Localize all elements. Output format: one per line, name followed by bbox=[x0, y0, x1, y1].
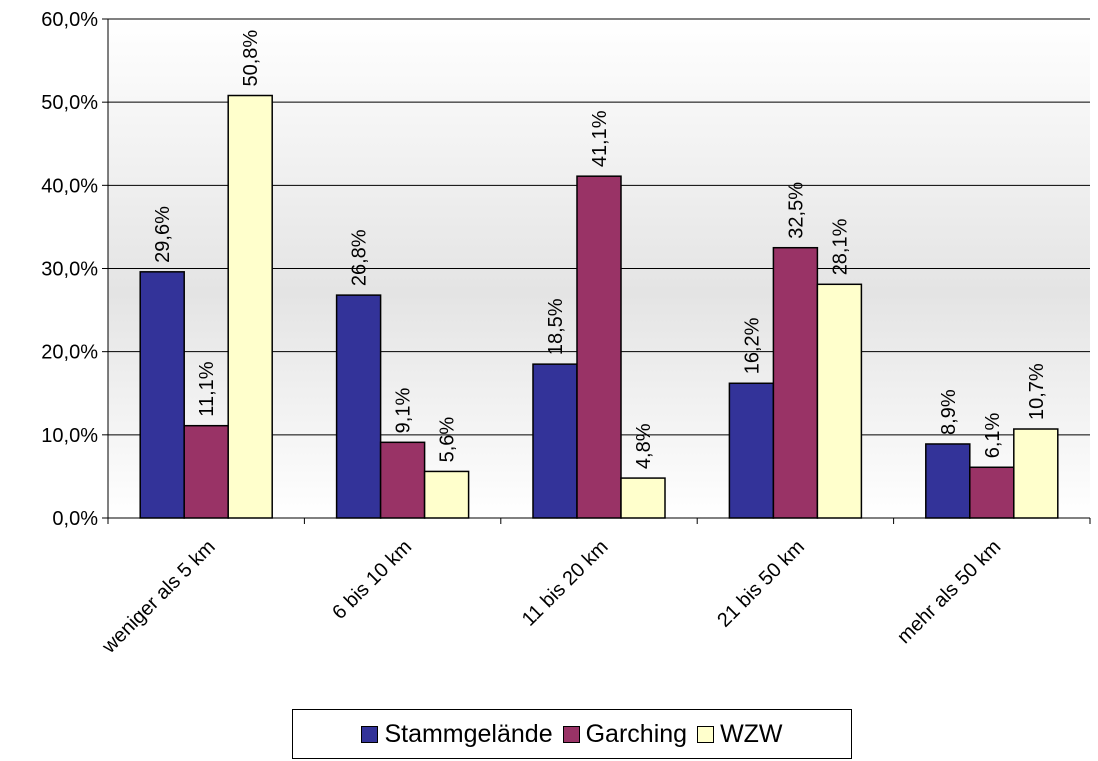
y-tick-label: 0,0% bbox=[52, 508, 98, 530]
data-label: 28,1% bbox=[829, 218, 851, 275]
y-tick-label: 40,0% bbox=[41, 175, 98, 197]
bar bbox=[183, 424, 229, 519]
bar bbox=[925, 443, 971, 519]
bar bbox=[620, 477, 666, 519]
legend-label: Garching bbox=[585, 719, 688, 748]
y-tick-label: 60,0% bbox=[41, 9, 98, 31]
legend-label: Stammgelände bbox=[384, 719, 553, 748]
data-label: 5,6% bbox=[437, 417, 459, 463]
category-label: 21 bis 50 km bbox=[713, 536, 809, 632]
data-label: 29,6% bbox=[152, 206, 174, 263]
legend-swatch bbox=[562, 725, 580, 743]
category-label: 11 bis 20 km bbox=[518, 536, 613, 631]
bar bbox=[379, 441, 426, 519]
data-label: 18,5% bbox=[545, 298, 567, 355]
category-label: mehr als 50 km bbox=[893, 536, 1005, 648]
bar bbox=[139, 271, 185, 519]
data-label: 6,1% bbox=[982, 412, 1004, 458]
legend-label: WZW bbox=[720, 719, 783, 748]
y-tick-label: 50,0% bbox=[41, 92, 98, 114]
category-label: 6 bis 10 km bbox=[328, 536, 416, 624]
data-label: 4,8% bbox=[633, 423, 655, 469]
y-tick-label: 30,0% bbox=[41, 259, 98, 281]
y-tick-label: 10,0% bbox=[41, 425, 98, 447]
bar bbox=[532, 363, 578, 519]
legend-swatch bbox=[697, 725, 715, 743]
legend: Stammgelände Garching WZW bbox=[292, 709, 852, 759]
legend-item: WZW bbox=[697, 719, 783, 749]
bar bbox=[576, 175, 622, 519]
bar bbox=[1013, 428, 1059, 519]
bar bbox=[772, 246, 819, 519]
legend-item: Stammgelände bbox=[361, 719, 553, 749]
data-label: 16,2% bbox=[741, 317, 763, 374]
bar bbox=[335, 294, 382, 519]
data-label: 9,1% bbox=[393, 388, 415, 434]
data-label: 8,9% bbox=[938, 389, 960, 435]
bar bbox=[969, 466, 1015, 519]
legend-swatch bbox=[361, 725, 379, 743]
y-tick-label: 20,0% bbox=[41, 342, 98, 364]
legend-item: Garching bbox=[562, 719, 688, 749]
data-label: 10,7% bbox=[1026, 363, 1048, 420]
bar bbox=[728, 382, 775, 519]
bar bbox=[227, 94, 273, 519]
bar bbox=[423, 470, 470, 519]
data-label: 26,8% bbox=[349, 229, 371, 286]
bar bbox=[816, 283, 863, 519]
data-label: 11,1% bbox=[196, 361, 218, 416]
data-label: 41,1% bbox=[589, 110, 611, 167]
data-label: 50,8% bbox=[240, 30, 262, 87]
data-label: 32,5% bbox=[785, 182, 807, 239]
category-label: weniger als 5 km bbox=[97, 536, 219, 658]
